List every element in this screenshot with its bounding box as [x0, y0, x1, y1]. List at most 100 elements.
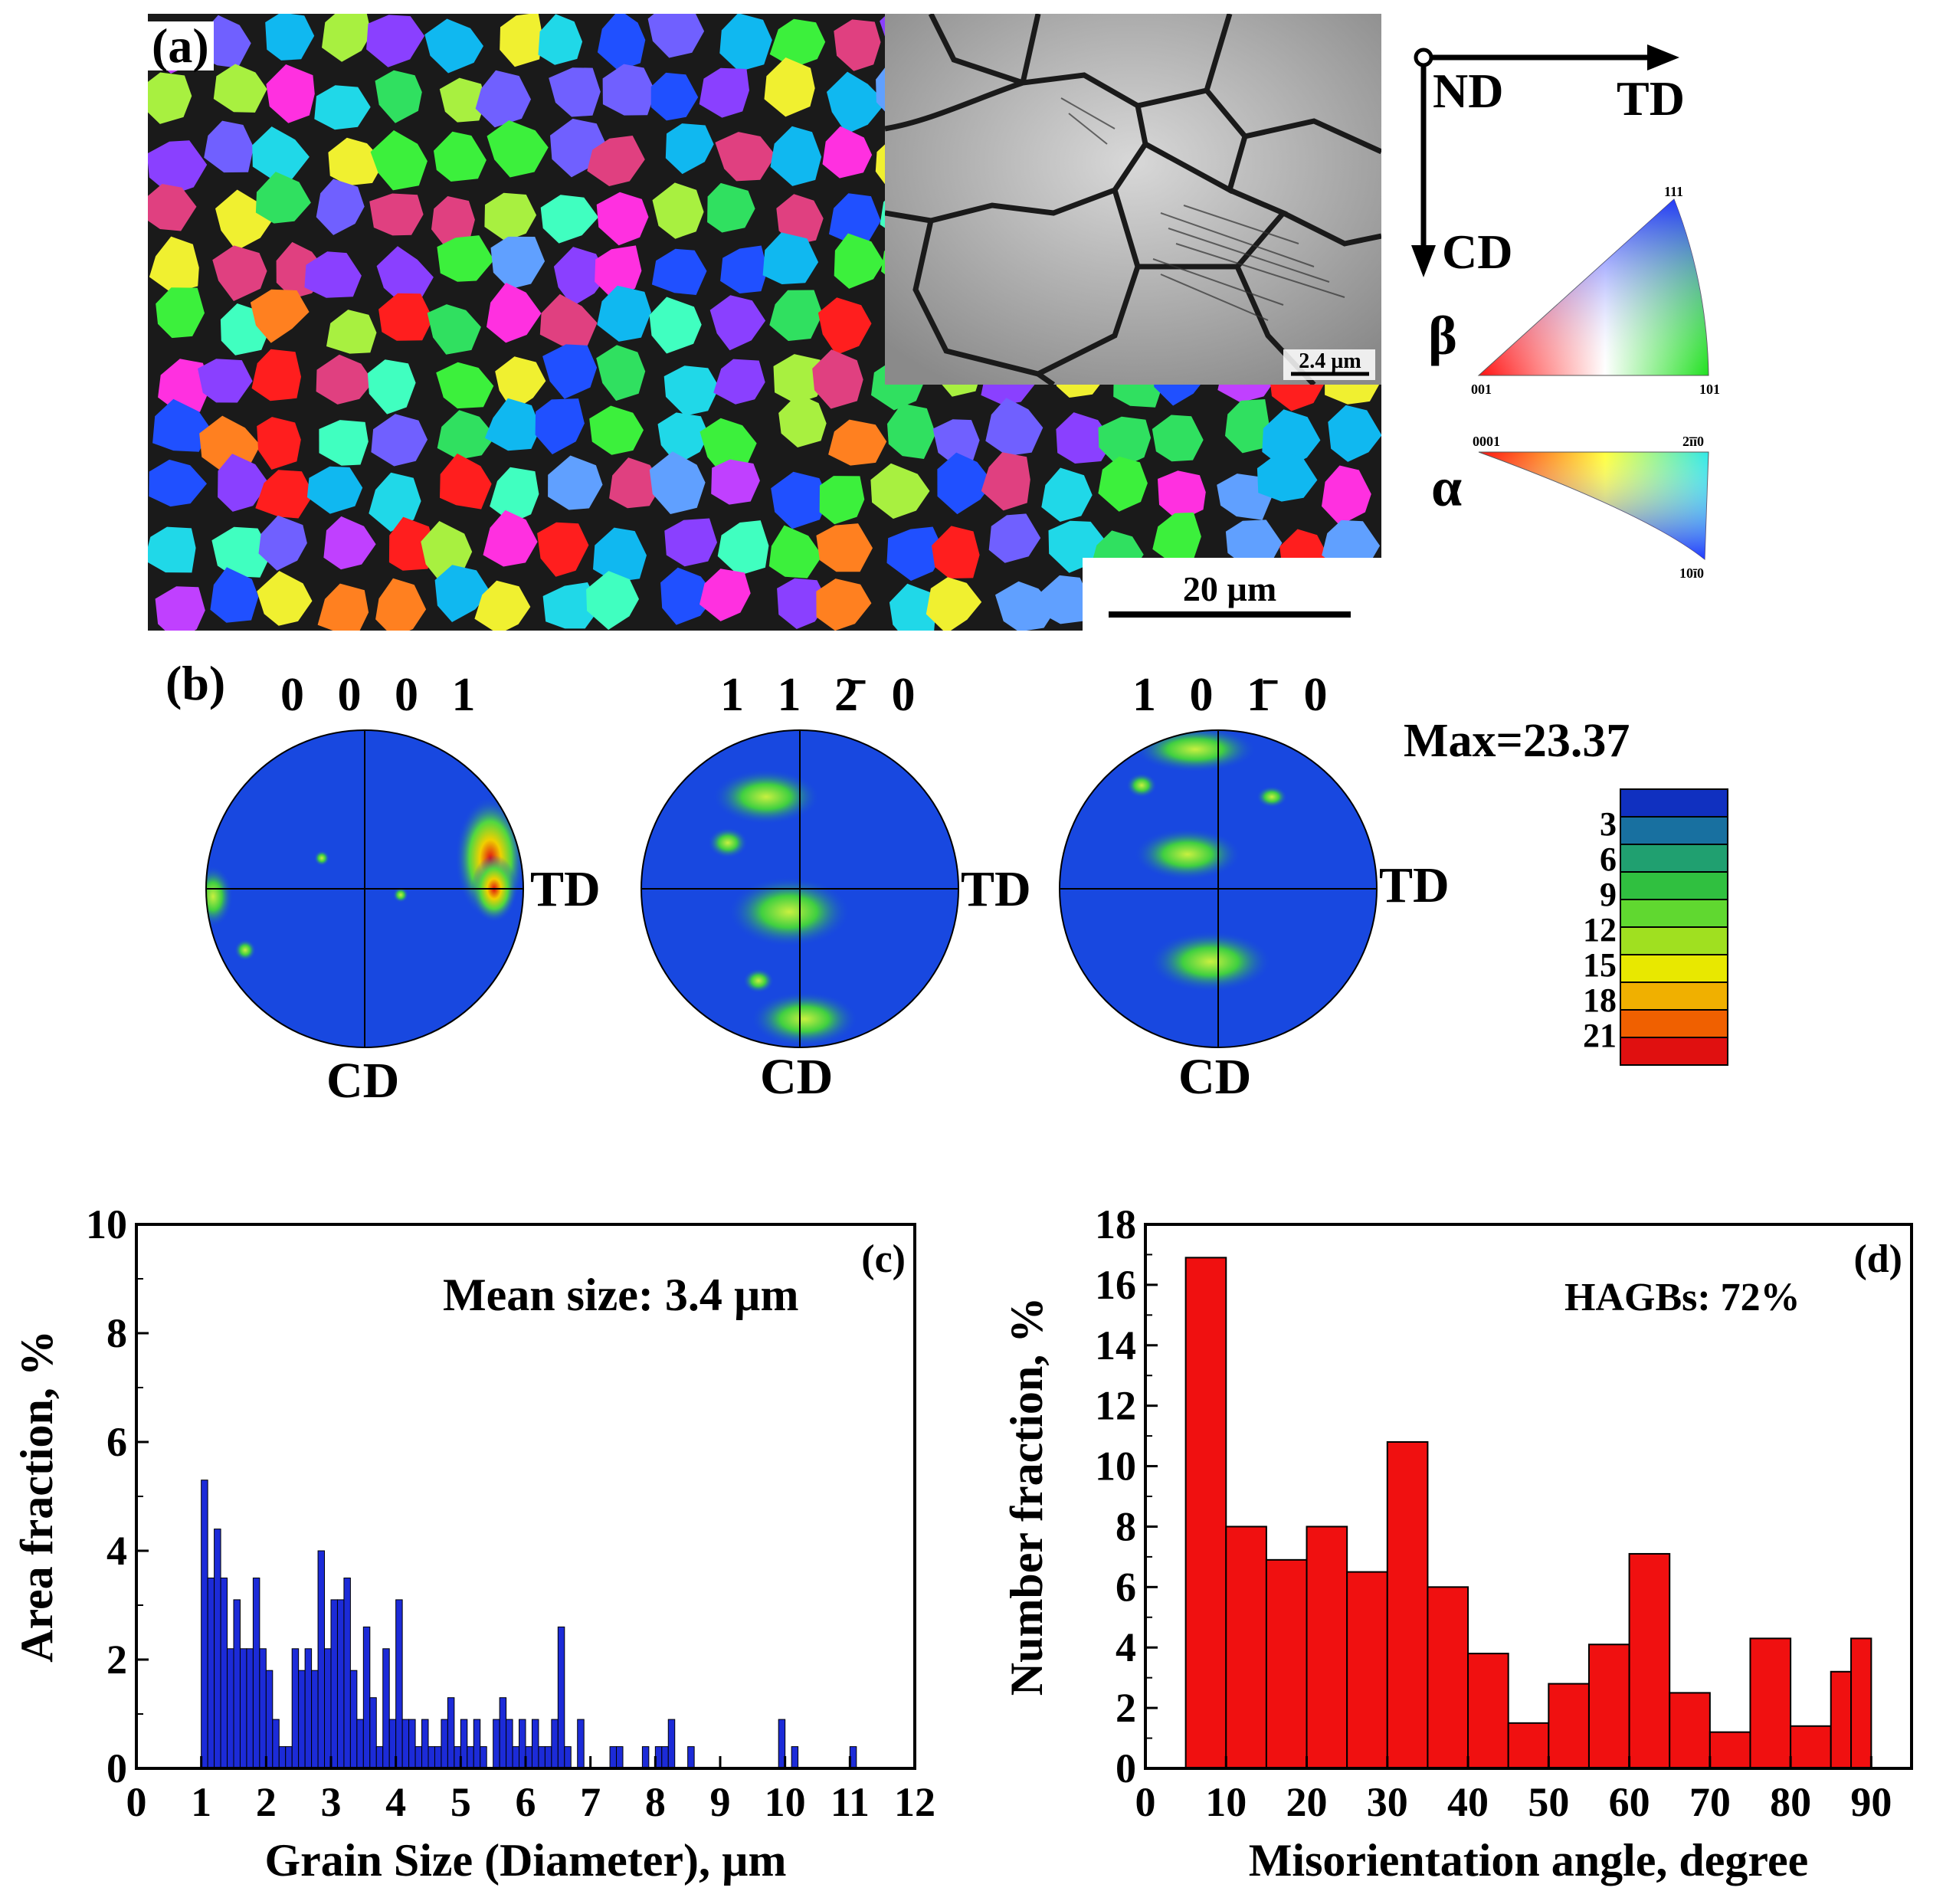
histogram-bar [330, 1599, 338, 1769]
histogram-bar [1225, 1525, 1267, 1769]
histogram-bar [304, 1648, 313, 1769]
histogram-bar [414, 1746, 423, 1769]
grain [649, 451, 706, 514]
y-axis-label: Area fraction, % [11, 1330, 62, 1663]
colorbar-band [1620, 899, 1728, 928]
histogram-bar [265, 1670, 274, 1769]
grain [474, 580, 531, 631]
y-tick-label: 10 [86, 1201, 127, 1247]
grain [926, 577, 982, 631]
map-scalebar-box [1083, 558, 1381, 631]
grain [707, 182, 755, 233]
grain [148, 140, 208, 195]
x-tick-label: 4 [385, 1779, 406, 1825]
x-tick-label: 6 [516, 1779, 536, 1825]
histogram-bar [480, 1746, 487, 1769]
grain [699, 67, 749, 118]
histogram-bar [1628, 1552, 1671, 1769]
grain [388, 516, 435, 571]
panel-label: (c) [861, 1237, 906, 1281]
grain [535, 398, 585, 454]
grain [257, 417, 301, 470]
grain [887, 403, 936, 459]
grain [548, 455, 603, 510]
grain [424, 18, 483, 74]
y-tick-label: 12 [1095, 1383, 1136, 1429]
grain [764, 57, 815, 117]
pf2-td-label: TD [961, 861, 1031, 917]
grain [198, 359, 253, 403]
histogram-bar [239, 1648, 247, 1769]
histogram-bar [564, 1746, 572, 1769]
grain [156, 287, 205, 339]
grain [487, 120, 549, 178]
histogram-bar [395, 1599, 403, 1769]
grain [822, 126, 873, 179]
grain [665, 123, 714, 175]
pole-figure-1120 [641, 729, 959, 1048]
grain [647, 14, 705, 58]
pf1-cd-label: CD [326, 1053, 400, 1109]
colorbar-tick-label: 9 [1600, 876, 1617, 913]
panel-label: (d) [1853, 1237, 1902, 1281]
grain [314, 85, 371, 130]
x-tick-label: 80 [1770, 1779, 1811, 1825]
grain [549, 67, 601, 117]
histogram-bar [421, 1719, 429, 1769]
histogram-bar [1306, 1525, 1348, 1769]
y-tick-label: 0 [106, 1745, 127, 1791]
grain [816, 523, 873, 572]
grain [367, 359, 416, 415]
histogram-bar [227, 1648, 234, 1769]
grain [487, 283, 542, 343]
colorbar-band [1620, 1009, 1728, 1038]
chart-annotation: HAGBs: 72% [1564, 1276, 1800, 1319]
grain [370, 130, 428, 191]
histogram-bar [298, 1670, 306, 1769]
x-tick-label: 20 [1286, 1779, 1328, 1825]
x-tick-label: 70 [1689, 1779, 1731, 1825]
grain [1152, 415, 1204, 462]
y-tick-label: 6 [106, 1419, 127, 1465]
grain [1256, 451, 1318, 502]
grain [323, 516, 376, 570]
grain [652, 182, 704, 239]
grain [762, 232, 819, 284]
histogram-bar [1790, 1725, 1832, 1769]
histogram-bar [278, 1746, 287, 1769]
pf-title-1120: 1 1 2̄ 0 [720, 669, 926, 721]
histogram-bar [557, 1626, 565, 1769]
ipf-beta-001: 001 [1471, 382, 1492, 397]
histogram-bar [499, 1697, 507, 1769]
grain [437, 410, 496, 460]
grain [709, 295, 766, 351]
grain [886, 526, 945, 582]
grain [500, 14, 543, 67]
grain [597, 285, 651, 342]
histogram-bar [441, 1719, 448, 1769]
pf2-cd-label: CD [760, 1049, 834, 1105]
x-axis-label: Grain Size (Diameter), µm [264, 1835, 786, 1886]
histogram-bar [375, 1746, 384, 1769]
x-tick-label: 0 [126, 1779, 147, 1825]
histogram-bar [473, 1719, 481, 1769]
grain [266, 64, 315, 123]
grain [715, 132, 776, 182]
grain [326, 310, 377, 354]
pole-figures [205, 729, 1378, 1048]
histogram-bar [201, 1480, 208, 1769]
grain [719, 14, 772, 72]
y-tick-label: 0 [1116, 1745, 1136, 1791]
panel-label-a: (a) [147, 21, 214, 70]
grain [322, 14, 372, 62]
histogram-bar [506, 1719, 513, 1769]
grain [427, 304, 481, 355]
y-tick-label: 4 [106, 1528, 127, 1574]
grain [255, 470, 314, 519]
grain [711, 459, 760, 505]
grain [431, 196, 475, 251]
grain [542, 582, 601, 629]
x-tick-label: 0 [1135, 1779, 1156, 1825]
grain [369, 472, 421, 532]
ipf-alpha-phase: α [1431, 457, 1462, 518]
